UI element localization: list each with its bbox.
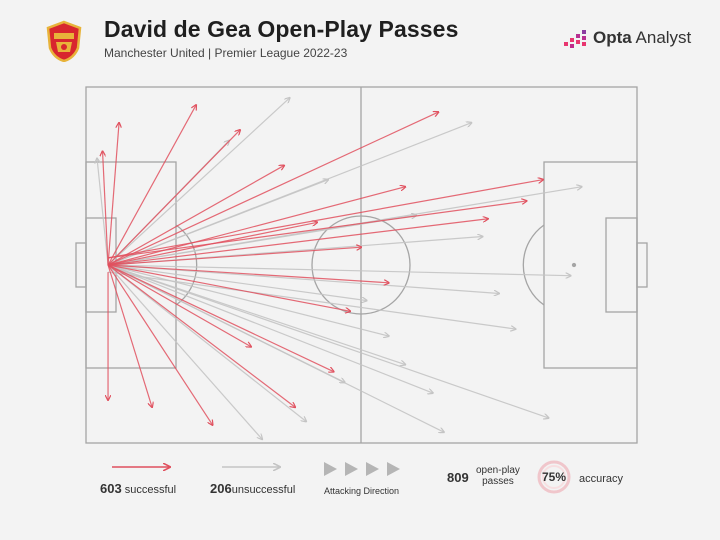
successful-pass-arrow xyxy=(107,187,406,266)
page-subtitle: Manchester United | Premier League 2022-… xyxy=(104,46,348,60)
attacking-direction-arrows-icon xyxy=(324,462,400,476)
right-penalty-box xyxy=(543,161,638,369)
unsuccessful-pass-arrow xyxy=(107,264,262,439)
unsuccessful-label: unsuccessful xyxy=(231,484,296,496)
successful-pass-arrow xyxy=(107,112,439,266)
accuracy-label: accuracy xyxy=(579,473,624,485)
successful-pass-arrow xyxy=(107,105,196,266)
successful-pass-arrow xyxy=(107,201,527,259)
page-title: David de Gea Open-Play Passes xyxy=(104,16,459,42)
opta-dots-icon xyxy=(564,30,586,48)
centre-circle xyxy=(311,215,411,315)
brand-prefix: Opta xyxy=(593,28,632,47)
right-penalty-arc xyxy=(522,224,545,306)
successful-pass-arrow xyxy=(107,219,488,266)
successful-pass-arrow xyxy=(107,247,361,266)
unsuccessful-pass-arrow xyxy=(107,264,406,365)
unsuccessful-pass-arrow xyxy=(97,158,109,266)
opta-analyst-logo: Opta Analyst xyxy=(562,26,691,50)
successful-pass-arrow xyxy=(107,123,119,266)
right-penalty-spot xyxy=(571,262,577,268)
unsuccessful-pass-arrow xyxy=(107,264,367,301)
total-passes-count: 809 xyxy=(447,470,469,485)
successful-pass-arrow xyxy=(107,264,350,311)
successful-pass-arrow xyxy=(107,165,284,266)
successful-pass-arrow xyxy=(107,264,251,347)
successful-pass-arrow xyxy=(107,180,543,259)
attacking-direction-label: Attacking Direction xyxy=(324,486,400,496)
legend-unsuccessful-arrow xyxy=(222,460,284,474)
accuracy-value: 75% xyxy=(541,470,567,484)
total-passes-label: open-play passes xyxy=(476,465,520,487)
unsuccessful-pass-arrow xyxy=(107,123,472,266)
left-goal xyxy=(75,242,87,288)
left-penalty-arc xyxy=(175,224,198,306)
successful-pass-arrow xyxy=(108,264,389,283)
manchester-united-crest-icon xyxy=(46,20,82,62)
unsuccessful-pass-arrow xyxy=(107,264,549,418)
successful-pass-arrow xyxy=(107,222,317,266)
legend-successful-arrow xyxy=(112,460,174,474)
unsuccessful-pass-arrow xyxy=(107,264,306,422)
right-six-yard-box xyxy=(605,217,638,313)
unsuccessful-pass-arrow xyxy=(107,264,389,336)
unsuccessful-pass-arrow xyxy=(107,98,290,266)
unsuccessful-pass-arrow xyxy=(107,264,433,393)
successful-pass-arrow xyxy=(107,264,152,407)
right-goal xyxy=(636,242,648,288)
unsuccessful-count: 206 xyxy=(210,481,232,496)
successful-pass-arrow xyxy=(107,264,213,425)
brand-suffix: Analyst xyxy=(635,28,692,47)
legend-successful: 603 successful xyxy=(100,481,176,496)
accuracy-ring-icon xyxy=(537,460,571,494)
successful-label: successful xyxy=(124,484,177,496)
successful-pass-arrow xyxy=(107,264,295,407)
successful-pass-arrow xyxy=(103,151,109,266)
successful-pass-arrow xyxy=(107,264,334,372)
unsuccessful-pass-arrow xyxy=(107,264,499,293)
legend-unsuccessful: 206unsuccessful xyxy=(210,481,295,496)
unsuccessful-pass-arrow xyxy=(107,264,345,382)
unsuccessful-pass-arrow xyxy=(108,264,571,276)
successful-pass-arrow xyxy=(107,130,240,266)
successful-count: 603 xyxy=(100,481,122,496)
